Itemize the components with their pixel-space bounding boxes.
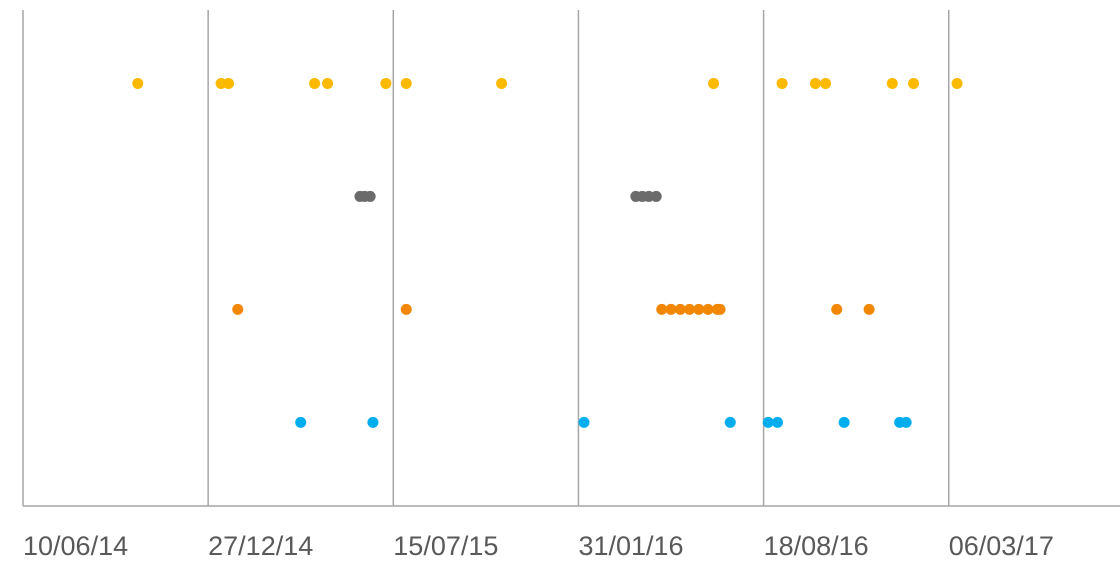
point <box>702 303 714 315</box>
x-tick-label: 27/12/14 <box>208 531 313 561</box>
point <box>650 190 662 202</box>
x-tick-label: 06/03/17 <box>949 531 1054 561</box>
point <box>776 77 788 89</box>
point <box>364 190 376 202</box>
point <box>309 77 321 89</box>
point <box>900 416 912 428</box>
x-tick-label: 10/06/14 <box>23 531 128 561</box>
x-tick-label: 31/01/16 <box>578 531 683 561</box>
point <box>762 416 774 428</box>
point <box>380 77 392 89</box>
point <box>771 416 783 428</box>
point <box>838 416 850 428</box>
point <box>886 77 898 89</box>
point <box>684 303 696 315</box>
point <box>908 77 920 89</box>
x-tick-label: 15/07/15 <box>393 531 498 561</box>
point <box>820 77 832 89</box>
point <box>674 303 686 315</box>
x-tick-label: 18/08/16 <box>764 531 869 561</box>
point <box>809 77 821 89</box>
point <box>831 303 843 315</box>
point <box>951 77 963 89</box>
point <box>693 303 705 315</box>
point <box>724 416 736 428</box>
point <box>232 303 244 315</box>
point <box>367 416 379 428</box>
point <box>496 77 508 89</box>
point <box>400 303 412 315</box>
point <box>322 77 334 89</box>
point <box>656 303 668 315</box>
point <box>863 303 875 315</box>
point <box>708 77 720 89</box>
point <box>665 303 677 315</box>
point <box>132 77 144 89</box>
point <box>223 77 235 89</box>
point <box>400 77 412 89</box>
point <box>295 416 307 428</box>
point <box>714 303 726 315</box>
point <box>578 416 590 428</box>
